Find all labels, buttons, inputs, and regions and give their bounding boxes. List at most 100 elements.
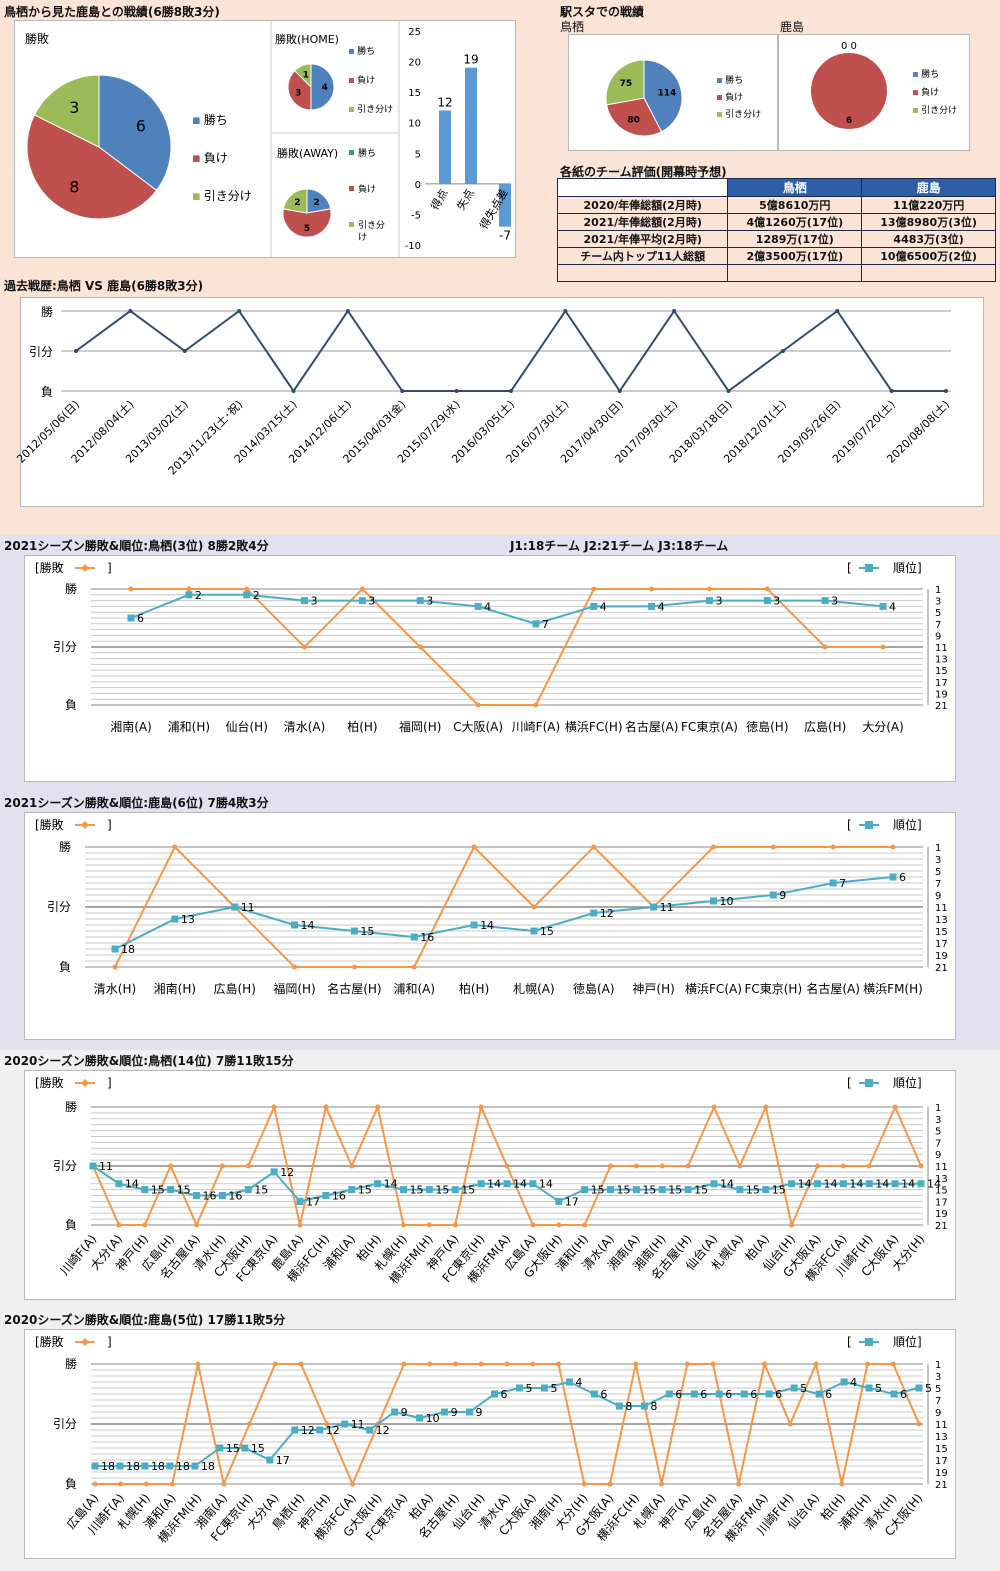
result-line (114, 845, 893, 968)
rank-point (241, 1444, 249, 1452)
rank-point (193, 1192, 200, 1199)
rank-point (141, 1462, 149, 1470)
rank-point (374, 1180, 382, 1188)
rank-tick-label: 5 (935, 608, 941, 619)
y-axis-label: 勝 (65, 1356, 77, 1371)
legend-swatch (913, 108, 918, 113)
rank-legend-label: 順位] (893, 817, 922, 832)
pie-slice-label: 80 (627, 115, 640, 125)
rank-point-label: 11 (241, 901, 255, 914)
result-point (195, 1361, 201, 1367)
result-point (411, 964, 417, 970)
eval-cell: 5億8610万円 (727, 196, 863, 214)
result-point (710, 1361, 716, 1367)
y-tick-label: -10 (405, 241, 421, 252)
legend-bracket: [ (847, 561, 852, 575)
result-point (478, 1104, 484, 1110)
x-tick-label: 川崎F(A) (512, 720, 560, 734)
result-point (453, 1361, 458, 1367)
result-point (763, 1104, 769, 1110)
result-point (591, 586, 597, 592)
rank-point (530, 927, 538, 935)
rank-point (167, 1186, 175, 1194)
goal-category-label: 得点 (428, 187, 450, 213)
s21-tosu-panel: 1 3 5 7 9 11 13 15 17 19 21 勝引分負 [勝敗][順位] 6 2 2 3 3 3 4 7 4 4 3… (24, 555, 956, 782)
legend-label: 負け (921, 86, 939, 98)
rank-point (474, 602, 482, 610)
eval-header-tosu: 鳥栖 (727, 178, 863, 197)
rank-point (555, 1197, 563, 1205)
y-axis-label: 負 (65, 1218, 77, 1232)
pie-slice (306, 188, 332, 214)
rank-point-label: 6 (600, 1388, 607, 1401)
rank-point (477, 1180, 485, 1188)
eval-cell: 11億220万円 (861, 196, 996, 214)
rank-point (185, 591, 193, 599)
rank-point-label: 14 (901, 1178, 915, 1191)
pie-slice-label: 75 (620, 79, 633, 89)
rank-point (917, 1180, 925, 1188)
history-point (944, 389, 948, 393)
legend-bracket: ] (107, 818, 112, 832)
legend-label: 負け (725, 91, 743, 103)
result-point (471, 844, 477, 850)
rank-point (316, 1426, 324, 1434)
rank-point-label: 8 (650, 1400, 657, 1413)
rank-point-label: 15 (461, 1184, 475, 1197)
result-point (815, 1163, 820, 1169)
rank-tick-label: 13 (935, 655, 948, 666)
result-point (186, 586, 192, 592)
result-point (417, 644, 423, 650)
y-axis-label: 勝 (65, 1099, 77, 1114)
result-point (607, 1481, 613, 1487)
pie-slice-label: 2 (313, 198, 319, 208)
rank-point (358, 597, 366, 605)
rank-tick-label: 19 (935, 689, 948, 700)
rank-point-label: 18 (101, 1460, 115, 1473)
legend-bracket: ] (107, 1076, 112, 1090)
rank-point (665, 1390, 673, 1398)
x-tick-label: 横浜FC(H) (565, 720, 623, 734)
legend-swatch (913, 90, 918, 95)
rank-point (532, 620, 540, 628)
x-tick-label: 浦和(A) (393, 982, 435, 996)
rank-point-label: 4 (658, 600, 665, 613)
x-tick-label: 札幌(A) (513, 981, 555, 996)
rank-legend-marker (865, 564, 873, 572)
x-tick-label: 湘南(A) (110, 719, 152, 734)
x-tick-label: 湘南(H) (154, 981, 196, 996)
rank-point (470, 921, 478, 929)
rank-point-label: 18 (121, 943, 135, 956)
history-point (345, 309, 350, 313)
rank-tick-label: 21 (935, 1221, 948, 1232)
rank-point-label: 12 (326, 1424, 340, 1437)
rank-point (839, 1180, 847, 1188)
result-point (118, 1481, 124, 1487)
rank-point (111, 945, 119, 953)
rank-point-label: 3 (368, 595, 375, 608)
x-tick-label: 徳島(A) (573, 981, 615, 996)
result-point (581, 1481, 587, 1487)
rank-tick-label: 3 (935, 855, 941, 866)
y-tick-label: -5 (411, 210, 421, 221)
rank-point (821, 597, 829, 605)
legend-label: 引き分け (204, 189, 252, 203)
rank-point-label: 18 (201, 1460, 215, 1473)
rank-point (763, 597, 771, 605)
legend-bracket: [ (847, 1335, 852, 1349)
rank-point-label: 2 (195, 589, 202, 602)
pie-slice-label: 2 (294, 198, 300, 208)
rank-tick-label: 15 (935, 1186, 948, 1197)
result-legend-marker (81, 821, 89, 829)
rank-point (865, 1180, 873, 1188)
result-point (659, 1163, 665, 1169)
result-point (830, 844, 836, 850)
rank-tick-label: 21 (935, 1480, 948, 1491)
legend-swatch (193, 155, 200, 162)
rank-point-label: 10 (426, 1412, 440, 1425)
rank-point (171, 915, 179, 923)
y-axis-label: 引分 (53, 640, 77, 654)
